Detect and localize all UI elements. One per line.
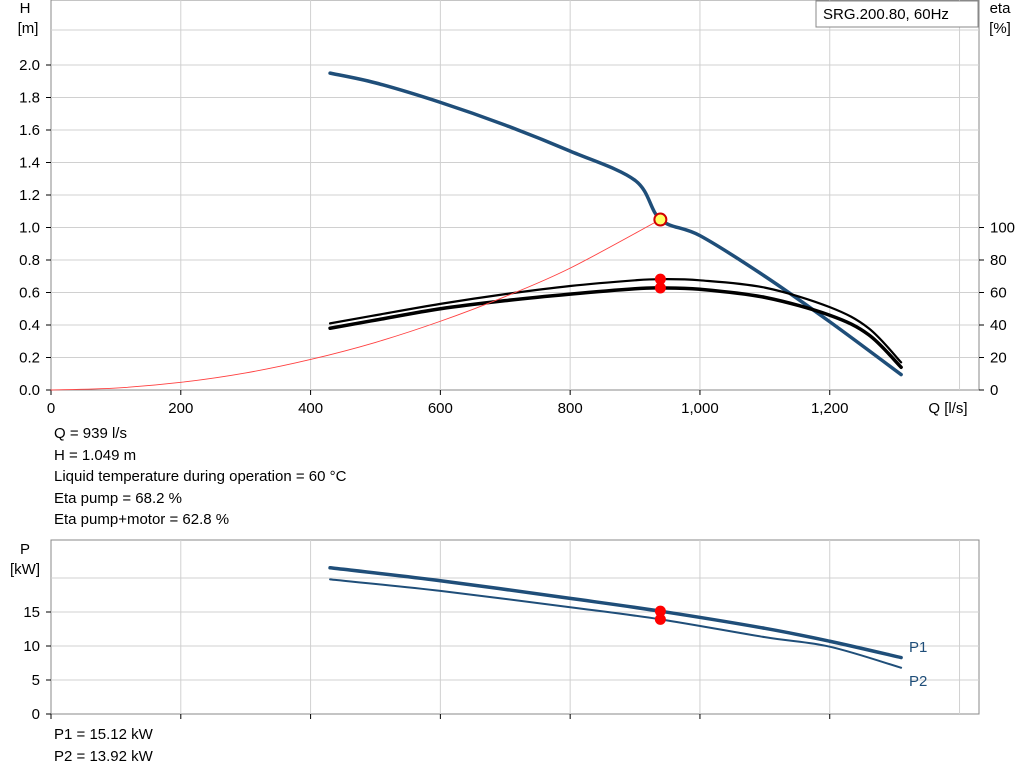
p2-point (654, 613, 666, 625)
eta-tick-label: 60 (990, 285, 1007, 302)
q-axis-label: Q [l/s] (928, 400, 967, 417)
p-chart-frame (50, 539, 980, 715)
p-tick-label: 10 (23, 638, 40, 655)
p-axis-label: P (20, 541, 30, 558)
eta-total-point (654, 282, 666, 294)
h-axis-unit: [m] (18, 20, 39, 37)
p-chart-grid (51, 540, 979, 714)
eta-tick-label: 100 (990, 220, 1015, 237)
eta-tick-label: 0 (990, 382, 998, 399)
info-q: Q = 939 l/s (54, 425, 127, 442)
info-temperature: Liquid temperature during operation = 60… (54, 468, 347, 485)
eta-tick-label: 80 (990, 252, 1007, 269)
p2-curve (329, 578, 903, 669)
h-tick-label: 0.6 (19, 285, 40, 302)
p-chart-ticks: 0 5 10 15 (23, 604, 831, 723)
h-chart-ticks: 0 200 400 600 800 1,000 1,2000.00.20.40.60.81.… (19, 57, 1015, 417)
h-tick-label: 1.4 (19, 155, 40, 172)
h-chart-curves (50, 71, 903, 391)
info-eta-pump: Eta pump = 68.2 % (54, 489, 182, 507)
info-h: H = 1.049 m (54, 446, 137, 464)
q-tick-label: 0 (47, 400, 55, 417)
h-tick-label: 0.0 (19, 382, 40, 399)
h-tick-label: 0.4 (19, 317, 40, 334)
q-tick-label: 400 (298, 400, 323, 417)
h-tick-label: 1.6 (19, 122, 40, 139)
h-chart-grid (51, 0, 979, 390)
q-tick-label: 600 (428, 400, 453, 417)
q-tick-label: 1,000 (681, 400, 719, 417)
p2-curve-label: P2 (909, 673, 927, 690)
info-eta-total: Eta pump+motor = 62.8 % (54, 511, 230, 528)
p-tick-label: 0 (32, 706, 40, 723)
info-p2: P2 = 13.92 kW (54, 747, 153, 765)
q-tick-label: 800 (558, 400, 583, 417)
info-p1: P1 = 15.12 kW (54, 726, 153, 743)
eta-total-curve (328, 286, 903, 369)
h-axis-label: H (20, 0, 31, 17)
eta-pump-point (654, 273, 666, 285)
q-tick-label: 200 (168, 400, 193, 417)
p-axis-unit: [kW] (10, 561, 40, 578)
eta-tick-label: 40 (990, 317, 1007, 334)
h-tick-label: 1.0 (19, 220, 40, 237)
legend-box (815, 0, 979, 28)
duty-point (653, 212, 668, 227)
eta-axis-label: eta (990, 0, 1012, 17)
eta-axis-unit: [%] (989, 20, 1011, 37)
operating-point-info: Q = 939 l/s H = 1.049 m Liquid temperatu… (54, 423, 346, 531)
h-tick-label: 2.0 (19, 57, 40, 74)
h-tick-label: 1.2 (19, 187, 40, 204)
p1-curve (328, 566, 903, 660)
q-tick-label: 1,200 (811, 400, 849, 417)
p1-point (654, 605, 666, 617)
eta-tick-label: 20 (990, 350, 1007, 367)
legend-text: SRG.200.80, 60Hz (823, 6, 949, 23)
system-curve (50, 219, 661, 391)
p-tick-label: 15 (23, 604, 40, 621)
p-chart-curves: P1 P2 (328, 566, 927, 690)
h-tick-label: 0.8 (19, 252, 40, 269)
h-tick-label: 1.8 (19, 90, 40, 107)
h-tick-label: 0.2 (19, 350, 40, 367)
p1-curve-label: P1 (909, 639, 927, 656)
p-tick-label: 5 (32, 672, 40, 689)
eta-pump-curve (328, 278, 903, 364)
power-info: P1 = 15.12 kW P2 = 13.92 kW (54, 724, 153, 767)
